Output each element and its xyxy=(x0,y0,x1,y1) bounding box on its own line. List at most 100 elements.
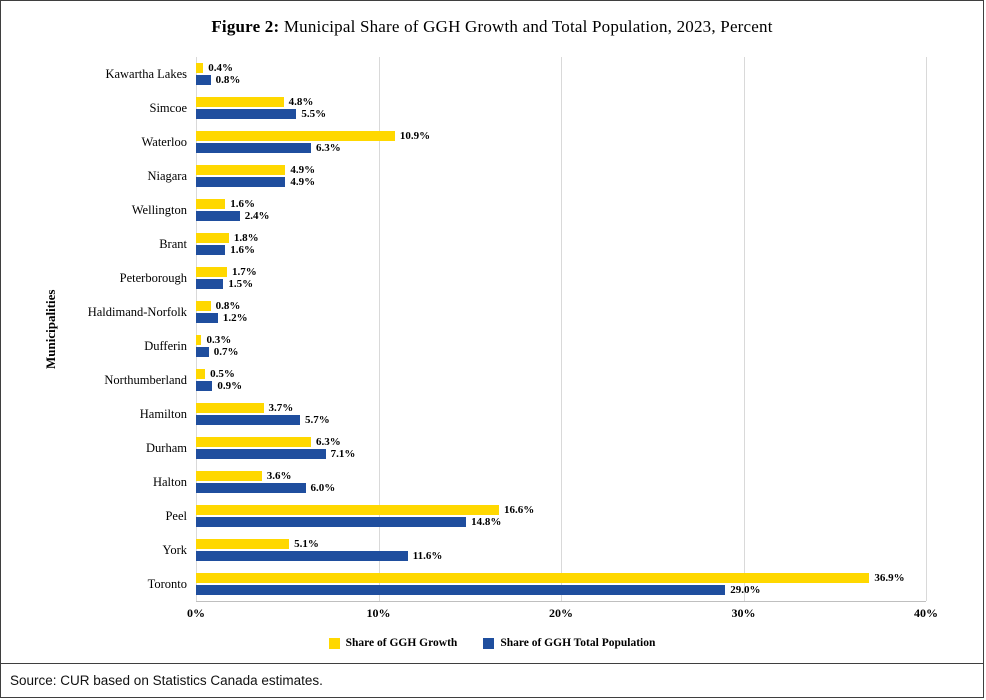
chart-area: Municipalities 0% 10% 20% 30% 40% Kawartha La… xyxy=(1,41,983,633)
bar-ggh-growth: 1.8% xyxy=(196,232,259,244)
value-label: 14.8% xyxy=(471,516,502,528)
bar-ggh-growth: 6.3% xyxy=(196,436,341,448)
bar-ggh-total-population: 0.9% xyxy=(196,380,242,392)
y-axis-title: Municipalities xyxy=(43,289,58,369)
value-label: 1.6% xyxy=(230,244,255,256)
chart-title-text: Municipal Share of GGH Growth and Total … xyxy=(279,17,773,36)
value-label: 5.7% xyxy=(305,414,330,426)
value-label: 16.6% xyxy=(503,504,535,516)
bar-ggh-total-population: 1.2% xyxy=(196,312,248,324)
bar-group: Haldimand-Norfolk 0.8% 1.2% xyxy=(88,295,926,329)
category-label: Dufferin xyxy=(144,339,187,353)
value-label: 6.0% xyxy=(310,482,336,494)
value-label: 0.8% xyxy=(215,74,241,86)
value-label: 1.2% xyxy=(222,312,248,324)
bar-ggh-growth: 4.8% xyxy=(196,96,313,108)
bar-ggh-growth: 0.3% xyxy=(196,334,231,346)
value-label: 2.4% xyxy=(244,210,270,222)
value-label: 0.7% xyxy=(213,346,239,358)
bar-group: Hamilton 3.7% 5.7% xyxy=(140,397,926,431)
bar-ggh-total-population: 6.0% xyxy=(196,482,335,494)
gridline xyxy=(743,57,745,601)
legend-item: Share of GGH Total Population xyxy=(483,637,655,649)
bar-ggh-growth: 5.1% xyxy=(196,538,319,550)
category-label: Wellington xyxy=(131,203,187,217)
bar-group: Wellington 1.6% 2.4% xyxy=(132,193,926,227)
bar-ggh-growth: 0.8% xyxy=(196,300,240,312)
bar-ggh-growth: 16.6% xyxy=(196,504,534,516)
bar-group: Northumberland 0.5% 0.9% xyxy=(104,363,926,397)
legend-label: Share of GGH Growth xyxy=(345,637,458,649)
x-tick-label: 10% xyxy=(366,606,391,620)
bar-ggh-total-population: 5.7% xyxy=(196,414,330,426)
category-label: Durham xyxy=(146,441,187,455)
value-label: 0.5% xyxy=(210,368,235,380)
chart-legend: Share of GGH Growth Share of GGH Total Po… xyxy=(1,637,983,649)
category-label: Toronto xyxy=(147,577,187,591)
bar-ggh-growth: 3.7% xyxy=(196,402,293,414)
category-label: Kawartha Lakes xyxy=(105,67,187,81)
bar-ggh-total-population: 11.6% xyxy=(196,550,442,562)
category-label: York xyxy=(162,543,187,557)
figure-box: Figure 2: Municipal Share of GGH Growth … xyxy=(1,1,983,664)
value-label: 6.3% xyxy=(315,142,341,154)
bar-ggh-growth: 4.9% xyxy=(196,164,315,176)
category-label: Northumberland xyxy=(104,373,187,387)
chart-title-prefix: Figure 2: xyxy=(211,17,280,36)
value-label: 4.9% xyxy=(290,164,316,176)
bar-ggh-growth: 3.6% xyxy=(196,470,291,482)
bar-group: Durham 6.3% 7.1% xyxy=(146,431,926,465)
bar-group: Simcoe 4.8% 5.5% xyxy=(150,91,926,125)
bar-ggh-total-population: 6.3% xyxy=(196,142,341,154)
gridline xyxy=(196,57,197,601)
category-label: Hamilton xyxy=(139,407,187,421)
value-label: 0.8% xyxy=(215,300,241,312)
bar-ggh-growth: 36.9% xyxy=(196,572,905,584)
bar-group: Toronto 36.9% 29.0% xyxy=(148,567,926,601)
value-label: 3.6% xyxy=(266,470,292,482)
value-label: 1.6% xyxy=(230,198,255,210)
source-note: Source: CUR based on Statistics Canada e… xyxy=(10,673,323,688)
category-label: Niagara xyxy=(147,169,187,183)
value-label: 1.7% xyxy=(232,266,257,278)
value-label: 0.4% xyxy=(208,62,234,74)
x-tick-label: 30% xyxy=(731,606,756,620)
legend-item: Share of GGH Growth xyxy=(328,637,458,649)
value-label: 1.8% xyxy=(233,232,259,244)
legend-swatch-icon xyxy=(328,637,340,649)
x-tick-label: 0% xyxy=(187,606,205,620)
category-label: Haldimand-Norfolk xyxy=(87,305,187,319)
bar-ggh-total-population: 0.7% xyxy=(196,346,239,358)
legend-swatch-icon xyxy=(483,637,495,649)
plot-area: 0% 10% 20% 30% 40% Kawartha Lakes 0.4% 0.8% Simc… xyxy=(88,57,938,620)
bar-ggh-growth: 1.7% xyxy=(196,266,257,278)
value-label: 0.3% xyxy=(206,334,232,346)
bar-ggh-total-population: 29.0% xyxy=(196,584,761,596)
bar-ggh-total-population: 5.5% xyxy=(196,108,326,120)
bar-ggh-total-population: 14.8% xyxy=(196,516,501,528)
category-label: Simcoe xyxy=(149,101,188,115)
value-label: 0.9% xyxy=(217,380,243,392)
legend-label: Share of GGH Total Population xyxy=(500,637,656,649)
value-label: 4.9% xyxy=(290,176,316,188)
bar-group: York 5.1% 11.6% xyxy=(163,533,926,567)
bar-group: Niagara 4.9% 4.9% xyxy=(147,159,926,193)
chart-title: Figure 2: Municipal Share of GGH Growth … xyxy=(1,1,983,37)
value-label: 5.5% xyxy=(301,108,327,120)
gridline xyxy=(561,57,562,601)
value-label: 36.9% xyxy=(874,572,905,584)
bar-ggh-growth: 10.9% xyxy=(196,130,430,142)
category-label: Peterborough xyxy=(119,271,187,285)
value-label: 11.6% xyxy=(412,550,443,562)
bar-ggh-growth: 0.5% xyxy=(196,368,235,380)
value-label: 10.9% xyxy=(399,130,431,142)
value-label: 6.3% xyxy=(315,436,341,448)
bar-ggh-total-population: 1.6% xyxy=(196,244,255,256)
category-label: Brant xyxy=(159,237,187,251)
x-tick-label: 40% xyxy=(914,606,938,620)
bar-ggh-total-population: 0.8% xyxy=(196,74,240,86)
bar-ggh-total-population: 7.1% xyxy=(196,448,355,460)
gridline xyxy=(378,57,380,601)
category-label: Halton xyxy=(152,475,187,489)
